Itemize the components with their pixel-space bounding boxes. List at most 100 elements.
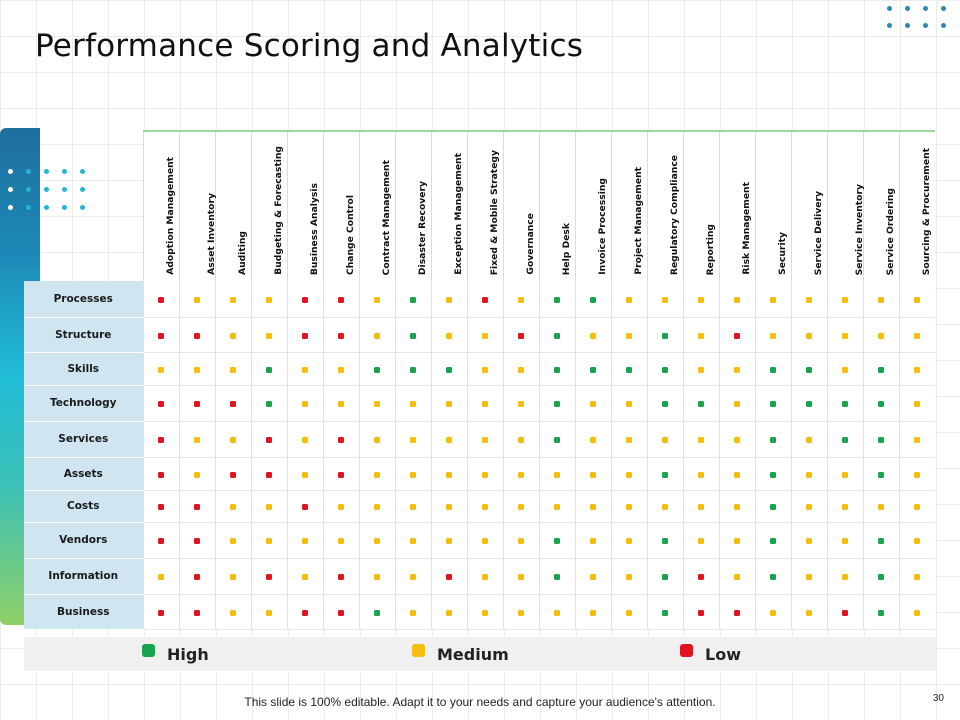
rating-cell: [178, 352, 215, 386]
rating-cell: [430, 317, 467, 353]
rating-marker-icon: [554, 437, 560, 443]
column-header-label: Security: [777, 232, 788, 275]
rating-cell: [358, 522, 395, 559]
rating-cell: [214, 421, 251, 458]
rating-marker-icon: [302, 574, 308, 580]
rating-marker-icon: [662, 609, 668, 616]
rating-marker-icon: [302, 366, 308, 373]
rating-cell: [394, 490, 431, 523]
rating-cell: [574, 317, 611, 353]
column-header-label: Governance: [525, 213, 536, 275]
rating-marker-icon: [734, 401, 740, 407]
rating-marker-icon: [302, 332, 308, 339]
rating-cell: [754, 558, 791, 595]
rating-marker-icon: [374, 504, 380, 510]
rating-cell: [646, 385, 683, 422]
rating-cell: [214, 594, 251, 630]
rating-marker-icon: [698, 296, 704, 303]
rating-cell: [790, 522, 827, 559]
rating-marker-icon: [698, 504, 704, 510]
rating-marker-icon: [518, 296, 524, 303]
rating-marker-icon: [338, 332, 344, 339]
rating-marker-icon: [410, 296, 416, 303]
rating-cell: [178, 558, 215, 595]
rating-marker-icon: [446, 366, 452, 373]
rating-marker-icon: [374, 366, 380, 373]
decorative-dots-top: [887, 6, 947, 28]
rating-cell: [250, 594, 287, 630]
rating-marker-icon: [302, 471, 308, 478]
rating-cell: [178, 457, 215, 491]
rating-marker-icon: [662, 332, 668, 339]
column-header-label: Project Management: [633, 167, 644, 275]
rating-cell: [286, 352, 323, 386]
rating-marker-icon: [554, 504, 560, 510]
rating-cell: [394, 457, 431, 491]
rating-cell: [358, 385, 395, 422]
rating-marker-icon: [662, 538, 668, 544]
column-header: Change Control: [322, 130, 359, 281]
rating-marker-icon: [302, 538, 308, 544]
rating-marker-icon: [914, 332, 921, 339]
rating-marker-icon: [266, 538, 272, 544]
rating-cell: [646, 594, 683, 630]
rating-marker-icon: [266, 366, 272, 373]
rating-cell: [574, 594, 611, 630]
table-row: Skills: [24, 352, 935, 386]
decorative-dots-left: [8, 169, 86, 210]
rating-marker-icon: [590, 437, 596, 443]
column-header: Fixed & Mobile Strategy: [466, 130, 503, 281]
row-label: Technology: [24, 385, 143, 422]
rating-marker-icon: [842, 471, 848, 478]
legend-item-low: Low: [680, 637, 741, 671]
footer-note: This slide is 100% editable. Adapt it to…: [244, 695, 716, 709]
high-swatch-icon: [142, 643, 155, 657]
rating-marker-icon: [698, 538, 704, 544]
rating-cell: [538, 385, 575, 422]
rating-marker-icon: [302, 401, 308, 407]
rating-cell: [862, 317, 899, 353]
rating-marker-icon: [266, 437, 272, 443]
rating-cell: [574, 352, 611, 386]
column-header: Exception Management: [430, 130, 467, 281]
rating-marker-icon: [518, 471, 524, 478]
rating-marker-icon: [626, 504, 632, 510]
rating-marker-icon: [662, 296, 668, 303]
rating-marker-icon: [662, 401, 668, 407]
rating-cell: [718, 594, 755, 630]
rating-cell: [538, 421, 575, 458]
rating-marker-icon: [806, 366, 812, 373]
rating-cell: [322, 490, 359, 523]
table-row: Assets: [24, 457, 935, 491]
rating-marker-icon: [806, 574, 812, 580]
rating-marker-icon: [194, 538, 200, 544]
rating-marker-icon: [590, 366, 596, 373]
rating-marker-icon: [482, 296, 488, 303]
rating-marker-icon: [266, 609, 272, 616]
rating-marker-icon: [158, 296, 164, 303]
rating-marker-icon: [410, 504, 416, 510]
rating-marker-icon: [266, 332, 272, 339]
rating-marker-icon: [374, 538, 380, 544]
rating-cell: [394, 317, 431, 353]
rating-marker-icon: [266, 574, 272, 580]
rating-marker-icon: [590, 538, 596, 544]
rating-marker-icon: [338, 366, 344, 373]
rating-cell: [754, 352, 791, 386]
rating-cell: [430, 522, 467, 559]
rating-marker-icon: [590, 471, 596, 478]
rating-cell: [574, 281, 611, 318]
rating-cell: [322, 317, 359, 353]
rating-marker-icon: [806, 437, 812, 443]
rating-cell: [898, 385, 935, 422]
rating-marker-icon: [554, 296, 560, 303]
rating-marker-icon: [590, 401, 596, 407]
rating-marker-icon: [734, 538, 740, 544]
rating-cell: [502, 522, 539, 559]
rating-cell: [718, 421, 755, 458]
rating-marker-icon: [878, 366, 884, 373]
rating-marker-icon: [518, 504, 524, 510]
rating-cell: [286, 421, 323, 458]
rating-cell: [610, 490, 647, 523]
